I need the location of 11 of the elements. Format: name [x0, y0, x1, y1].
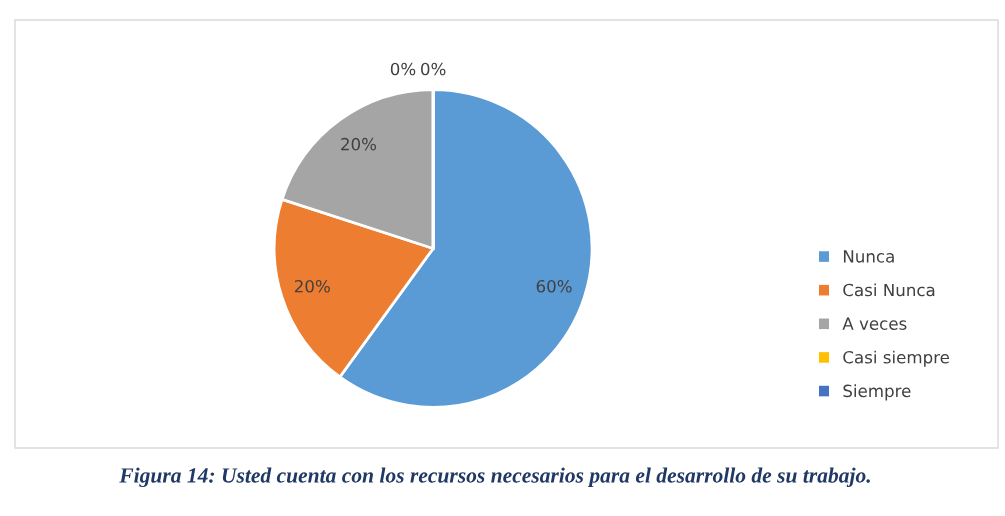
- legend-label: Casi siempre: [843, 350, 950, 367]
- legend-label: Siempre: [843, 384, 911, 401]
- text: 0%: [421, 62, 446, 76]
- text: Figura 14: Usted cuenta con los recursos necesarios para el desarrollo de su trabajo.: [119, 467, 870, 488]
- data-label: 60%: [536, 279, 572, 293]
- legend-label: Nunca: [843, 250, 894, 263]
- text: 0%: [390, 62, 416, 76]
- legend-label: A veces: [842, 317, 907, 330]
- data-label: 20%: [294, 279, 330, 293]
- legend-label: Casi Nunca: [843, 283, 935, 297]
- data-label: 20%: [341, 137, 377, 151]
